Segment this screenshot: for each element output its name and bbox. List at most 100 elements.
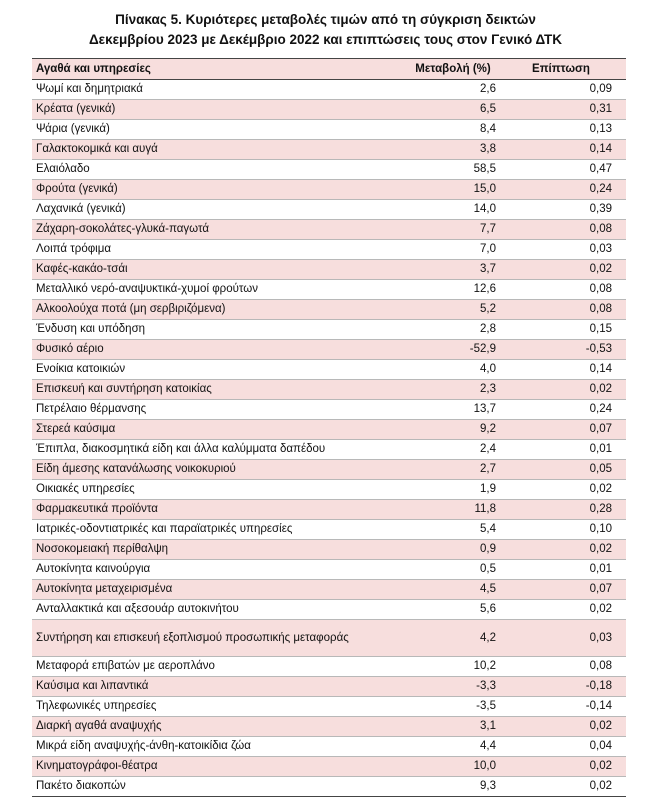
table-row: Κινηματογράφοι-θέατρα 10,0 0,02 <box>32 756 626 777</box>
table-row: Ανταλλακτικά και αξεσουάρ αυτοκινήτου 5,6… <box>32 599 626 620</box>
table-row: Καφές-κακάο-τσάι 3,7 0,02 <box>32 259 626 280</box>
title-line-2: Δεκεμβρίου 2023 με Δεκέμβριο 2022 και επ… <box>88 32 563 47</box>
cell-impact: 0,07 <box>506 419 626 440</box>
table-row: Είδη άμεσης κατανάλωσης νοικοκυριού 2,7 0,… <box>32 459 626 480</box>
table-row: Λοιπά τρόφιμα 7,0 0,03 <box>32 239 626 260</box>
table-row: Λαχανικά (γενικά) 14,0 0,39 <box>32 199 626 220</box>
cell-impact: 0,03 <box>506 239 626 260</box>
cell-item: Φυσικό αέριο <box>32 339 406 360</box>
table-row: Μικρά είδη αναψυχής-άνθη-κατοικίδια ζώα 4… <box>32 736 626 757</box>
cell-change-pct: 2,8 <box>406 319 506 340</box>
cell-item: Ανταλλακτικά και αξεσουάρ αυτοκινήτου <box>32 599 406 620</box>
cell-item: Πετρέλαιο θέρμανσης <box>32 399 406 420</box>
cell-impact: 0,14 <box>506 139 626 160</box>
cell-change-pct: 5,4 <box>406 519 506 540</box>
cell-impact: -0,14 <box>506 696 626 717</box>
cell-impact: 0,09 <box>506 79 626 100</box>
price-changes-table: Αγαθά και υπηρεσίες Μεταβολή (%) Επίπτωσ… <box>32 58 626 797</box>
cell-impact: 0,47 <box>506 159 626 180</box>
cell-item: Ψωμί και δημητριακά <box>32 79 406 100</box>
cell-item: Γαλακτοκομικά και αυγά <box>32 139 406 160</box>
table-row: Αυτοκίνητα μεταχειρισμένα 4,5 0,07 <box>32 579 626 600</box>
cell-change-pct: -52,9 <box>406 339 506 360</box>
cell-change-pct: 0,5 <box>406 559 506 580</box>
cell-change-pct: 4,2 <box>406 619 506 657</box>
table-row: Συντήρηση και επισκευή εξοπλισμού προσωπ… <box>32 619 626 657</box>
cell-impact: 0,02 <box>506 539 626 560</box>
cell-impact: 0,08 <box>506 219 626 240</box>
table-row: Αυτοκίνητα καινούργια 0,5 0,01 <box>32 559 626 580</box>
cell-impact: -0,53 <box>506 339 626 360</box>
table-row: Επισκευή και συντήρηση κατοικίας 2,3 0,02 <box>32 379 626 400</box>
cell-item: Ένδυση και υπόδηση <box>32 319 406 340</box>
cell-item: Ελαιόλαδο <box>32 159 406 180</box>
header-impact: Επίπτωση <box>506 58 626 80</box>
cell-impact: 0,05 <box>506 459 626 480</box>
cell-item: Στερεά καύσιμα <box>32 419 406 440</box>
cell-impact: 0,03 <box>506 619 626 657</box>
table-body: Ψωμί και δημητριακά 2,6 0,09 Κρέατα (γενικά… <box>32 79 626 797</box>
cell-item: Λαχανικά (γενικά) <box>32 199 406 220</box>
cell-impact: 0,02 <box>506 379 626 400</box>
cell-impact: -0,18 <box>506 676 626 697</box>
cell-item: Ιατρικές-οδοντιατρικές και παραϊατρικές … <box>32 519 406 540</box>
cell-impact: 0,10 <box>506 519 626 540</box>
table-title: Πίνακας 5. Κυριότερες μεταβολές τιμών απ… <box>0 10 651 50</box>
cell-change-pct: 9,2 <box>406 419 506 440</box>
cell-change-pct: -3,3 <box>406 676 506 697</box>
cell-item: Επισκευή και συντήρηση κατοικίας <box>32 379 406 400</box>
table-row: Μεταλλικό νερό-αναψυκτικά-χυμοί φρούτων 1… <box>32 279 626 300</box>
cell-change-pct: 10,2 <box>406 656 506 677</box>
cell-change-pct: 58,5 <box>406 159 506 180</box>
cell-item: Κινηματογράφοι-θέατρα <box>32 756 406 777</box>
cell-impact: 0,08 <box>506 279 626 300</box>
cell-change-pct: 15,0 <box>406 179 506 200</box>
cell-change-pct: 2,7 <box>406 459 506 480</box>
cell-impact: 0,13 <box>506 119 626 140</box>
cell-change-pct: -3,5 <box>406 696 506 717</box>
cell-impact: 0,24 <box>506 179 626 200</box>
cell-impact: 0,07 <box>506 579 626 600</box>
cell-impact: 0,02 <box>506 259 626 280</box>
cell-item: Φρούτα (γενικά) <box>32 179 406 200</box>
cell-change-pct: 5,6 <box>406 599 506 620</box>
cell-impact: 0,14 <box>506 359 626 380</box>
header-goods-services: Αγαθά και υπηρεσίες <box>32 58 406 80</box>
table-row: Έπιπλα, διακοσμητικά είδη και άλλα καλύμ… <box>32 439 626 460</box>
cell-change-pct: 4,0 <box>406 359 506 380</box>
cell-item: Πακέτο διακοπών <box>32 776 406 797</box>
cell-impact: 0,31 <box>506 99 626 120</box>
cell-impact: 0,02 <box>506 716 626 737</box>
cell-change-pct: 8,4 <box>406 119 506 140</box>
cell-change-pct: 4,4 <box>406 736 506 757</box>
cell-item: Έπιπλα, διακοσμητικά είδη και άλλα καλύμ… <box>32 439 406 460</box>
cell-change-pct: 3,8 <box>406 139 506 160</box>
cell-impact: 0,39 <box>506 199 626 220</box>
cell-change-pct: 12,6 <box>406 279 506 300</box>
header-row: Αγαθά και υπηρεσίες Μεταβολή (%) Επίπτωσ… <box>32 58 626 80</box>
table-row: Στερεά καύσιμα 9,2 0,07 <box>32 419 626 440</box>
table-row: Ιατρικές-οδοντιατρικές και παραϊατρικές … <box>32 519 626 540</box>
cell-item: Κρέατα (γενικά) <box>32 99 406 120</box>
cell-impact: 0,28 <box>506 499 626 520</box>
cell-change-pct: 6,5 <box>406 99 506 120</box>
cell-item: Είδη άμεσης κατανάλωσης νοικοκυριού <box>32 459 406 480</box>
cell-change-pct: 9,3 <box>406 776 506 797</box>
cell-change-pct: 3,1 <box>406 716 506 737</box>
cell-change-pct: 7,7 <box>406 219 506 240</box>
cell-item: Ψάρια (γενικά) <box>32 119 406 140</box>
cell-change-pct: 1,9 <box>406 479 506 500</box>
table-row: Ψάρια (γενικά) 8,4 0,13 <box>32 119 626 140</box>
table-row: Πακέτο διακοπών 9,3 0,02 <box>32 776 626 797</box>
cell-impact: 0,02 <box>506 756 626 777</box>
cell-item: Καφές-κακάο-τσάι <box>32 259 406 280</box>
table-row: Νοσοκομειακή περίθαλψη 0,9 0,02 <box>32 539 626 560</box>
cell-item: Συντήρηση και επισκευή εξοπλισμού προσωπ… <box>32 619 406 657</box>
cell-change-pct: 2,3 <box>406 379 506 400</box>
cell-item: Αλκοολούχα ποτά (μη σερβιριζόμενα) <box>32 299 406 320</box>
cell-impact: 0,02 <box>506 599 626 620</box>
cell-item: Τηλεφωνικές υπηρεσίες <box>32 696 406 717</box>
cell-change-pct: 0,9 <box>406 539 506 560</box>
cell-impact: 0,04 <box>506 736 626 757</box>
cell-change-pct: 5,2 <box>406 299 506 320</box>
